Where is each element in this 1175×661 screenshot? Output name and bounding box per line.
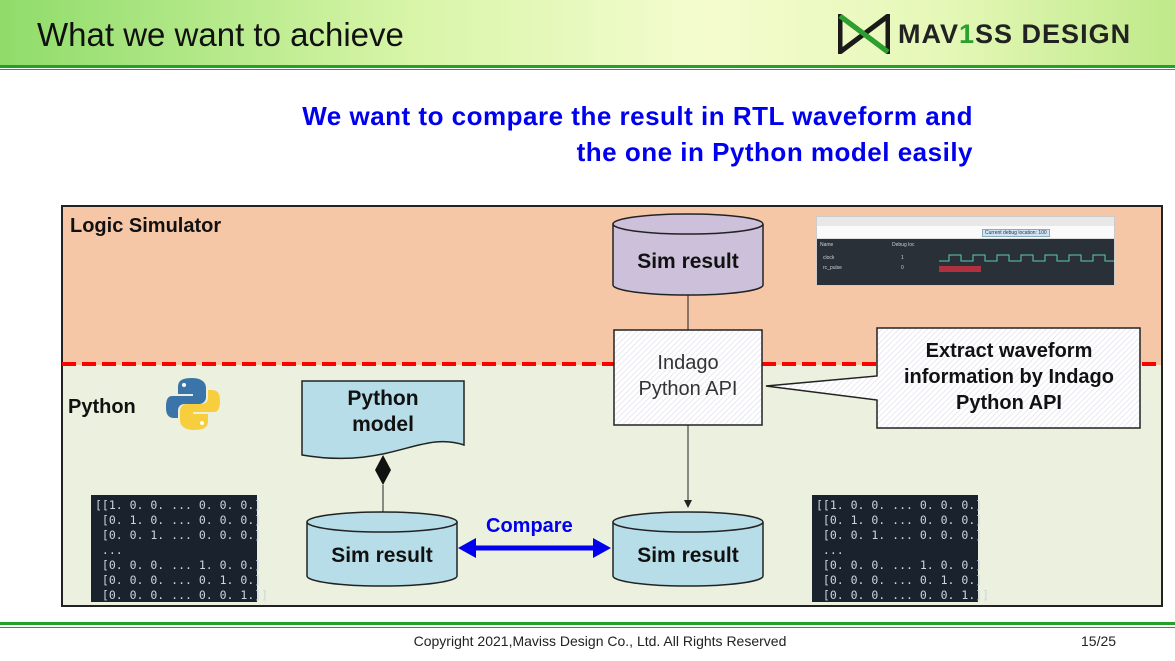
composition-diamond (375, 455, 391, 485)
waveform-col-name: Name (820, 242, 834, 248)
indago-line-1: Indago (657, 352, 719, 374)
sim-result-left-label: Sim result (331, 544, 433, 567)
waveform-tooltip: Current debug location: 100 (982, 229, 1050, 237)
header-divider (0, 65, 1175, 68)
footer-divider (0, 622, 1175, 625)
slide-title: What we want to achieve (37, 16, 404, 53)
sim-result-top-cylinder (612, 213, 764, 296)
subtitle-line-1: We want to compare the result in RTL wav… (302, 101, 973, 131)
matrix-output-left: [[1. 0. 0. ... 0. 0. 0.] [0. 1. 0. ... 0… (91, 495, 268, 602)
python-model-document (301, 380, 465, 460)
header-divider-thin (0, 69, 1175, 70)
indago-line-2: Python API (638, 378, 738, 400)
python-logo-icon (166, 378, 220, 430)
sim-result-right-cylinder (612, 511, 764, 587)
python-model-line-1: Python (347, 387, 419, 410)
matrix-output-right: [[1. 0. 0. ... 0. 0. 0.] [0. 1. 0. ... 0… (812, 495, 989, 602)
subtitle-line-2: the one in Python model easily (576, 137, 973, 167)
compare-double-arrow (458, 538, 611, 558)
callout-line-3: Python API (956, 392, 1062, 414)
signal-rc-pulse: rc_pulse (823, 265, 842, 271)
waveform-viewer-screenshot: Current debug location: 100 Name Debug l… (816, 216, 1115, 286)
python-model-line-2: model (352, 413, 414, 436)
waveform-traces (939, 254, 1114, 272)
header-banner (0, 0, 1175, 66)
signal-clock-value: 1 (901, 255, 904, 261)
callout-bubble (765, 327, 1141, 429)
waveform-col-debug: Debug loc (892, 242, 915, 248)
python-model-label: Python model (302, 386, 464, 438)
callout-text: Extract waveform information by Indago P… (883, 338, 1135, 416)
indago-api-label: Indago Python API (614, 350, 762, 402)
logo-text: MAV1SS DESIGN (898, 18, 1132, 49)
slide-subtitle: We want to compare the result in RTL wav… (302, 98, 973, 170)
signal-rc-pulse-value: 0 (901, 265, 904, 271)
callout-line-2: information by Indago (904, 366, 1114, 388)
logo-mark-icon (838, 14, 890, 54)
signal-clock: clock (823, 255, 835, 261)
copyright-text: Copyright 2021,Maviss Design Co., Ltd. A… (413, 633, 787, 649)
company-logo: MAV1SS DESIGN (838, 14, 1131, 54)
sim-result-top-label: Sim result (637, 250, 739, 273)
sim-result-right-label: Sim result (637, 544, 739, 567)
logic-simulator-label: Logic Simulator (70, 215, 222, 237)
indago-api-box (613, 329, 763, 426)
footer-divider-thin (0, 627, 1175, 628)
callout-line-1: Extract waveform (925, 340, 1093, 362)
page-number: 15/25 (1081, 633, 1117, 649)
sim-result-left-cylinder (306, 511, 458, 587)
python-label: Python (68, 396, 136, 418)
compare-label: Compare (486, 515, 573, 537)
